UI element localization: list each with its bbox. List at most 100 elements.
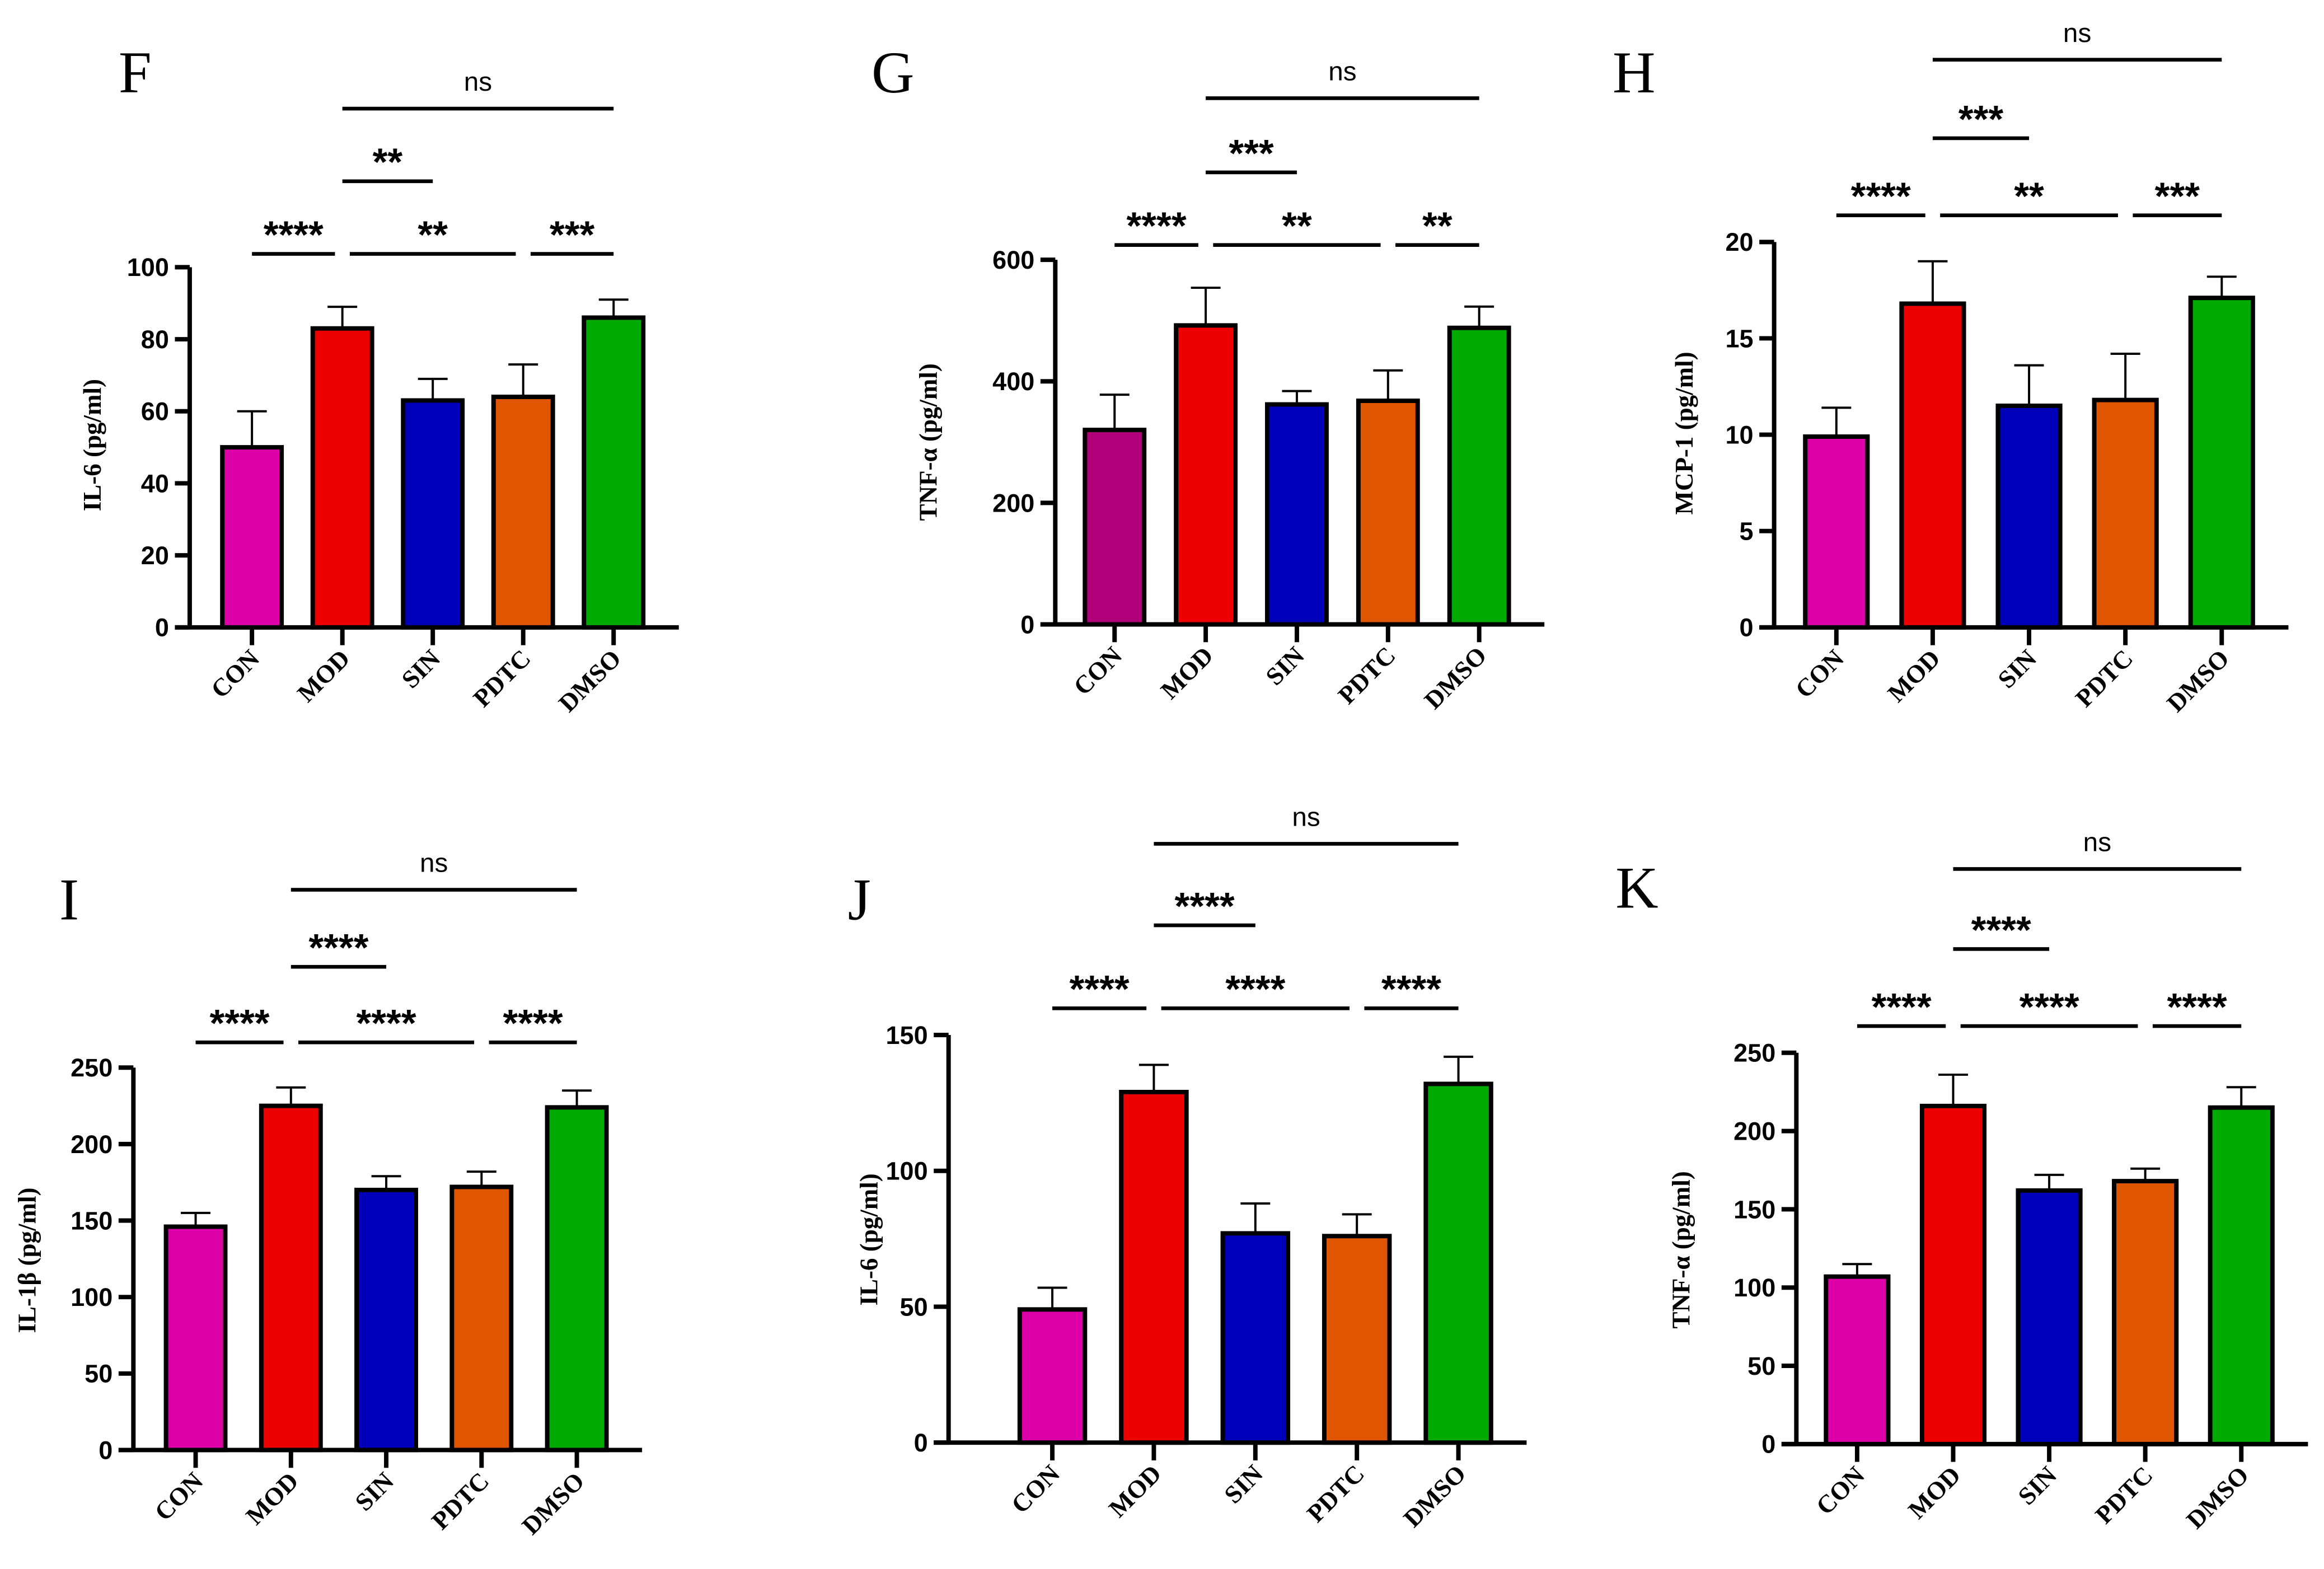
y-tick-label: 100 (127, 253, 169, 282)
y-tick-label: 60 (141, 397, 169, 426)
bar-con (1803, 434, 1870, 630)
significance-label: **** (1971, 908, 2031, 952)
bar-dmso (2208, 1105, 2275, 1446)
significance-label: ns (464, 67, 492, 97)
significance-label: **** (1871, 986, 1931, 1029)
x-tick-label: DMSO (1398, 1459, 1472, 1533)
y-tick-label: 40 (141, 469, 169, 498)
significance-label: **** (209, 1002, 269, 1045)
y-tick-label: 400 (992, 367, 1034, 396)
y-tick-label: 50 (85, 1360, 113, 1388)
significance-label: ns (1328, 57, 1356, 87)
significance-label: **** (1381, 968, 1441, 1011)
significance-label: *** (550, 213, 595, 256)
y-tick-label: 0 (1740, 613, 1754, 642)
y-tick-label: 100 (886, 1157, 928, 1186)
x-tick-label: PDTC (1333, 641, 1401, 709)
y-tick-label: 200 (992, 489, 1034, 517)
significance-label: ns (2083, 828, 2111, 858)
bar-dmso (1423, 1081, 1493, 1445)
y-tick-label: 150 (1733, 1195, 1775, 1224)
significance-label: **** (1175, 884, 1235, 928)
y-tick-label: 0 (1761, 1430, 1775, 1459)
y-tick-label: 5 (1740, 517, 1754, 546)
x-tick-label: SIN (2013, 1461, 2062, 1510)
bar-mod (1174, 323, 1238, 627)
y-axis-label: IL-6 (pg/ml) (855, 1173, 883, 1305)
bar-pdtc (1322, 1234, 1392, 1445)
significance-label: ns (1292, 803, 1320, 832)
panel-letter: K (1615, 855, 1658, 920)
x-tick-label: PDTC (2070, 644, 2138, 713)
significance-label: **** (1851, 175, 1911, 218)
y-tick-label: 250 (71, 1053, 113, 1082)
x-tick-label: MOD (1103, 1459, 1166, 1523)
y-axis-label: IL-1β (pg/ml) (13, 1188, 41, 1333)
panel-letter: G (872, 40, 914, 105)
bar-pdtc (2112, 1179, 2179, 1446)
y-axis-label: TNF-α (pg/ml) (915, 363, 943, 521)
significance-label: **** (2167, 986, 2227, 1029)
bar-sin (354, 1187, 418, 1453)
y-tick-label: 150 (886, 1021, 928, 1050)
bar-dmso (545, 1105, 609, 1453)
bar-sin (2016, 1188, 2083, 1446)
x-tick-label: PDTC (426, 1467, 494, 1535)
significance-label: **** (1225, 968, 1285, 1011)
significance-label: ns (2063, 18, 2091, 48)
panel-letter: J (848, 867, 871, 932)
y-tick-label: 10 (1725, 420, 1753, 449)
y-axis-label: MCP-1 (pg/ml) (1670, 352, 1698, 514)
y-tick-label: 20 (1725, 228, 1753, 256)
x-tick-label: SIN (1993, 644, 2042, 694)
significance-label: **** (1070, 968, 1130, 1011)
bar-dmso (582, 315, 646, 630)
bar-con (1824, 1274, 1891, 1446)
x-tick-label: CON (1811, 1461, 1870, 1520)
x-tick-label: CON (1790, 644, 1849, 704)
significance-label: ** (373, 140, 403, 184)
y-tick-label: 50 (900, 1292, 928, 1321)
significance-label: ns (420, 849, 448, 878)
x-tick-label: SIN (1219, 1459, 1268, 1509)
bar-sin (1265, 402, 1329, 627)
x-tick-label: DMSO (2181, 1461, 2254, 1534)
bar-con (220, 445, 284, 630)
x-tick-label: SIN (396, 644, 446, 694)
x-tick-label: CON (1068, 641, 1127, 700)
bar-mod (1899, 301, 1966, 630)
panel-j: J IL-6 (pg/ml) 0 50 100 150 CON MOD SIN PDTC DMSO *… (848, 803, 1527, 1533)
bar-mod (259, 1103, 323, 1453)
y-tick-label: 20 (141, 541, 169, 570)
x-tick-label: DMSO (2161, 644, 2234, 718)
bar-sin (401, 398, 465, 630)
bar-pdtc (1356, 399, 1420, 627)
significance-label: *** (1229, 132, 1274, 175)
y-tick-label: 0 (914, 1429, 928, 1457)
panel-k: K TNF-α (pg/ml) 0 50 100 150 200 250 CON MOD SIN PD… (1615, 828, 2308, 1534)
y-tick-label: 0 (1020, 610, 1034, 639)
panel-f: F IL-6 (pg/ml) 0 20 40 60 80 100 CON MOD SIN PDTC DM… (78, 40, 679, 718)
x-tick-label: DMSO (1419, 641, 1492, 714)
bar-dmso (1447, 325, 1511, 627)
y-tick-label: 600 (992, 246, 1034, 274)
x-tick-label: MOD (1882, 644, 1946, 708)
bar-pdtc (2092, 397, 2159, 630)
y-axis-label: TNF-α (pg/ml) (1667, 1171, 1695, 1328)
bar-con (163, 1224, 228, 1453)
bar-pdtc (491, 395, 555, 630)
y-axis-label: IL-6 (pg/ml) (78, 379, 106, 511)
y-tick-label: 100 (1733, 1273, 1775, 1302)
y-tick-label: 150 (71, 1206, 113, 1235)
panel-i: I IL-1β (pg/ml) 0 50 100 150 200 250 CON MOD SIN PD… (13, 849, 643, 1540)
x-tick-label: DMSO (517, 1467, 590, 1540)
x-tick-label: MOD (241, 1467, 304, 1530)
significance-label: ** (418, 213, 448, 256)
bar-pdtc (449, 1184, 514, 1453)
panel-letter: F (119, 40, 152, 105)
significance-label: ** (2014, 175, 2044, 218)
y-tick-label: 15 (1725, 324, 1753, 353)
significance-label: **** (356, 1002, 416, 1045)
y-tick-label: 100 (71, 1283, 113, 1312)
